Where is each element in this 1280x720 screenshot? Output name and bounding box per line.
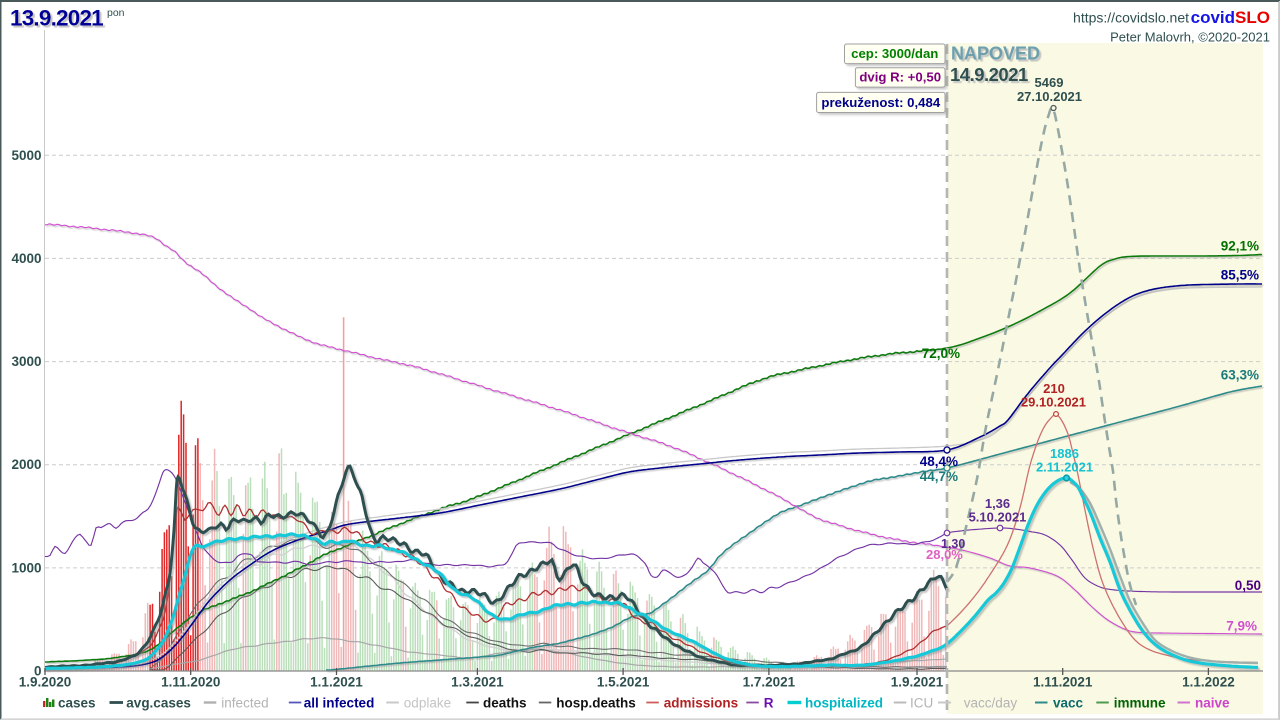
svg-text:Peter Malovrh, ©2020-2021: Peter Malovrh, ©2020-2021	[1110, 30, 1270, 45]
svg-text:13.9.2021: 13.9.2021	[10, 6, 103, 31]
svg-text:hospitalized: hospitalized	[805, 696, 883, 711]
svg-text:1.1.2021: 1.1.2021	[310, 675, 363, 690]
svg-text:210: 210	[1043, 381, 1065, 396]
svg-text:2000: 2000	[11, 457, 41, 472]
svg-text:1.1.2022: 1.1.2022	[1182, 675, 1235, 690]
svg-text:44,7%: 44,7%	[920, 469, 958, 484]
svg-text:4000: 4000	[11, 251, 41, 266]
svg-text:ICU: ICU	[910, 696, 933, 711]
svg-text:immune: immune	[1114, 696, 1166, 711]
svg-text:5000: 5000	[11, 148, 41, 163]
svg-text:92,1%: 92,1%	[1221, 239, 1259, 254]
svg-text:hosp.deaths: hosp.deaths	[556, 696, 636, 711]
svg-text:NAPOVED: NAPOVED	[951, 44, 1040, 64]
svg-text:29.10.2021: 29.10.2021	[1021, 395, 1086, 410]
svg-text:vacc/day: vacc/day	[964, 696, 1018, 711]
svg-text:3000: 3000	[11, 354, 41, 369]
svg-text:5.10.2021: 5.10.2021	[969, 510, 1027, 525]
svg-text:vacc: vacc	[1053, 696, 1084, 711]
svg-text:covidSLO: covidSLO	[1191, 8, 1270, 27]
svg-text:1.9.2021: 1.9.2021	[891, 675, 944, 690]
svg-text:27.10.2021: 27.10.2021	[1017, 89, 1082, 104]
svg-text:R: R	[764, 696, 774, 711]
svg-text:pon: pon	[107, 7, 125, 19]
svg-text:1000: 1000	[11, 560, 41, 575]
svg-text:72,0%: 72,0%	[922, 346, 960, 361]
svg-text:2.11.2021: 2.11.2021	[1036, 460, 1093, 475]
svg-text:deaths: deaths	[483, 696, 527, 711]
svg-text:all infected: all infected	[304, 696, 375, 711]
svg-text:cases: cases	[58, 696, 96, 711]
svg-text:0,50: 0,50	[1235, 578, 1261, 593]
svg-text:1.5.2021: 1.5.2021	[597, 675, 650, 690]
svg-text:1.3.2021: 1.3.2021	[451, 675, 504, 690]
svg-text:prekuženost: 0,484: prekuženost: 0,484	[821, 95, 940, 110]
svg-text:85,5%: 85,5%	[1221, 268, 1259, 283]
svg-text:1,30: 1,30	[941, 537, 965, 551]
svg-text:7,9%: 7,9%	[1226, 619, 1257, 634]
svg-text:14.9.2021: 14.9.2021	[950, 64, 1028, 85]
svg-text:1886: 1886	[1050, 446, 1079, 461]
svg-text:avg.cases: avg.cases	[126, 696, 191, 711]
svg-text:48,4%: 48,4%	[920, 454, 958, 469]
svg-text:0: 0	[34, 664, 42, 679]
svg-text:naive: naive	[1195, 696, 1230, 711]
svg-text:5469: 5469	[1035, 75, 1064, 90]
svg-text:dvig R: +0,50: dvig R: +0,50	[859, 70, 941, 85]
svg-text:admissions: admissions	[664, 696, 738, 711]
svg-text:infected: infected	[221, 696, 268, 711]
svg-text:odplake: odplake	[404, 696, 451, 711]
svg-text:1.11.2021: 1.11.2021	[1033, 675, 1093, 690]
svg-text:1.7.2021: 1.7.2021	[743, 675, 796, 690]
svg-text:1.9.2020: 1.9.2020	[19, 675, 72, 690]
svg-text:cep: 3000/dan: cep: 3000/dan	[851, 46, 938, 61]
svg-text:1,36: 1,36	[985, 496, 1010, 511]
svg-text:28,0%: 28,0%	[926, 547, 963, 562]
svg-text:https://covidslo.net: https://covidslo.net	[1073, 10, 1189, 26]
svg-text:63,3%: 63,3%	[1221, 368, 1259, 383]
svg-text:1.11.2020: 1.11.2020	[161, 675, 220, 690]
